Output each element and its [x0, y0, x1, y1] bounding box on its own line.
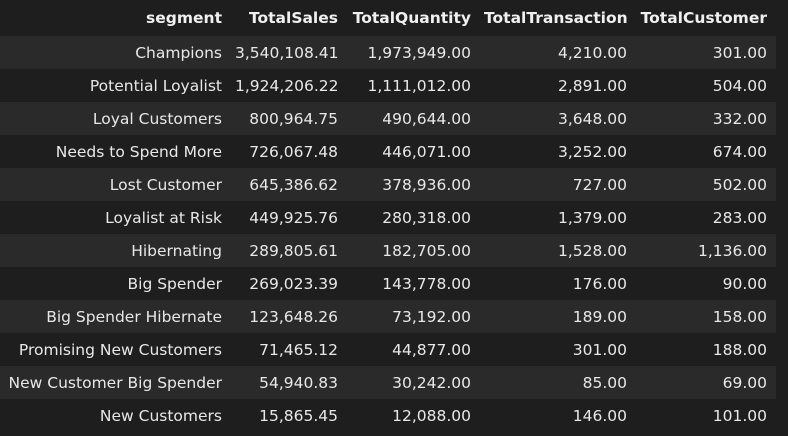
total-sales-cell: 71,465.12: [259, 340, 338, 359]
total-quantity-cell: 12,088.00: [392, 406, 471, 425]
table-row: Loyal Customers 800,964.75 490,644.00 3,648…: [0, 102, 776, 135]
total-transaction-cell: 727.00: [572, 175, 627, 194]
total-sales-cell: 726,067.48: [249, 142, 338, 161]
total-sales-cell: 800,964.75: [249, 109, 338, 128]
segment-cell: Promising New Customers: [18, 340, 222, 359]
segment-cell: Loyal Customers: [92, 109, 222, 128]
total-quantity-cell: 73,192.00: [392, 307, 471, 326]
table-row: New Customers 15,865.45 12,088.00 146.00 101…: [0, 399, 776, 432]
total-customer-cell: 674.00: [712, 142, 767, 161]
total-quantity-cell: 280,318.00: [382, 208, 471, 227]
segment-cell: Big Spender Hibernate: [46, 307, 222, 326]
total-customer-cell: 504.00: [712, 76, 767, 95]
table-row: New Customer Big Spender 54,940.83 30,242.…: [0, 366, 776, 399]
segment-cell: Champions: [135, 43, 222, 62]
column-header-totalsales: TotalSales: [248, 9, 338, 27]
total-sales-cell: 645,386.62: [249, 175, 338, 194]
total-transaction-cell: 85.00: [582, 373, 627, 392]
total-customer-cell: 332.00: [712, 109, 767, 128]
total-quantity-cell: 378,936.00: [382, 175, 471, 194]
total-sales-cell: 1,924,206.22: [235, 76, 339, 95]
column-header-totalcustomer: TotalCustomer: [640, 9, 767, 27]
table-row: Potential Loyalist 1,924,206.22 1,111,012.…: [0, 69, 776, 102]
total-customer-cell: 158.00: [712, 307, 767, 326]
total-customer-cell: 283.00: [712, 208, 767, 227]
header-row: segment TotalSales TotalQuantity TotalTr…: [0, 0, 776, 36]
total-customer-cell: 1,136.00: [697, 241, 767, 260]
total-quantity-cell: 1,973,949.00: [367, 43, 471, 62]
segment-cell: Lost Customer: [109, 175, 222, 194]
total-quantity-cell: 446,071.00: [382, 142, 471, 161]
total-transaction-cell: 189.00: [572, 307, 627, 326]
total-customer-cell: 301.00: [712, 43, 767, 62]
column-header-totalquantity: TotalQuantity: [352, 9, 471, 27]
segment-cell: New Customers: [99, 406, 222, 425]
total-customer-cell: 502.00: [712, 175, 767, 194]
total-transaction-cell: 2,891.00: [557, 76, 627, 95]
total-customer-cell: 101.00: [712, 406, 767, 425]
total-transaction-cell: 1,528.00: [557, 241, 627, 260]
column-header-totaltransaction: TotalTransaction: [484, 9, 628, 27]
table-row: Big Spender 269,023.39 143,778.00 176.00 90.…: [0, 267, 776, 300]
total-quantity-cell: 1,111,012.00: [367, 76, 471, 95]
table-row: Promising New Customers 71,465.12 44,877.0…: [0, 333, 776, 366]
total-sales-cell: 449,925.76: [249, 208, 338, 227]
table-row: Loyalist at Risk 449,925.76 280,318.00 1,37…: [0, 201, 776, 234]
table-row: Hibernating 289,805.61 182,705.00 1,528.00 1…: [0, 234, 776, 267]
total-transaction-cell: 4,210.00: [557, 43, 627, 62]
total-transaction-cell: 146.00: [572, 406, 627, 425]
total-customer-cell: 90.00: [722, 274, 767, 293]
total-sales-cell: 123,648.26: [249, 307, 338, 326]
table-row: Needs to Spend More 726,067.48 446,071.00 3…: [0, 135, 776, 168]
total-quantity-cell: 30,242.00: [392, 373, 471, 392]
segment-cell: Potential Loyalist: [89, 76, 222, 95]
column-header-segment: segment: [146, 9, 222, 27]
total-transaction-cell: 3,252.00: [557, 142, 627, 161]
total-sales-cell: 269,023.39: [249, 274, 338, 293]
total-transaction-cell: 3,648.00: [557, 109, 627, 128]
total-sales-cell: 54,940.83: [259, 373, 338, 392]
total-quantity-cell: 44,877.00: [392, 340, 471, 359]
total-sales-cell: 289,805.61: [249, 241, 338, 260]
segment-summary-table: segment TotalSales TotalQuantity TotalTr…: [0, 0, 776, 432]
total-transaction-cell: 1,379.00: [557, 208, 627, 227]
segment-cell: Loyalist at Risk: [105, 208, 222, 227]
segment-cell: Big Spender: [127, 274, 223, 293]
segment-cell: Needs to Spend More: [55, 142, 222, 161]
table-row: Champions 3,540,108.41 1,973,949.00 4,210.0…: [0, 36, 776, 69]
segment-cell: New Customer Big Spender: [8, 373, 222, 392]
total-quantity-cell: 490,644.00: [382, 109, 471, 128]
table-row: Lost Customer 645,386.62 378,936.00 727.00 5…: [0, 168, 776, 201]
total-transaction-cell: 176.00: [572, 274, 627, 293]
total-quantity-cell: 143,778.00: [382, 274, 471, 293]
table-row: Big Spender Hibernate 123,648.26 73,192.00…: [0, 300, 776, 333]
total-sales-cell: 3,540,108.41: [235, 43, 339, 62]
total-transaction-cell: 301.00: [572, 340, 627, 359]
total-customer-cell: 69.00: [722, 373, 767, 392]
segment-cell: Hibernating: [131, 241, 222, 260]
total-customer-cell: 188.00: [712, 340, 767, 359]
total-sales-cell: 15,865.45: [259, 406, 338, 425]
total-quantity-cell: 182,705.00: [382, 241, 471, 260]
